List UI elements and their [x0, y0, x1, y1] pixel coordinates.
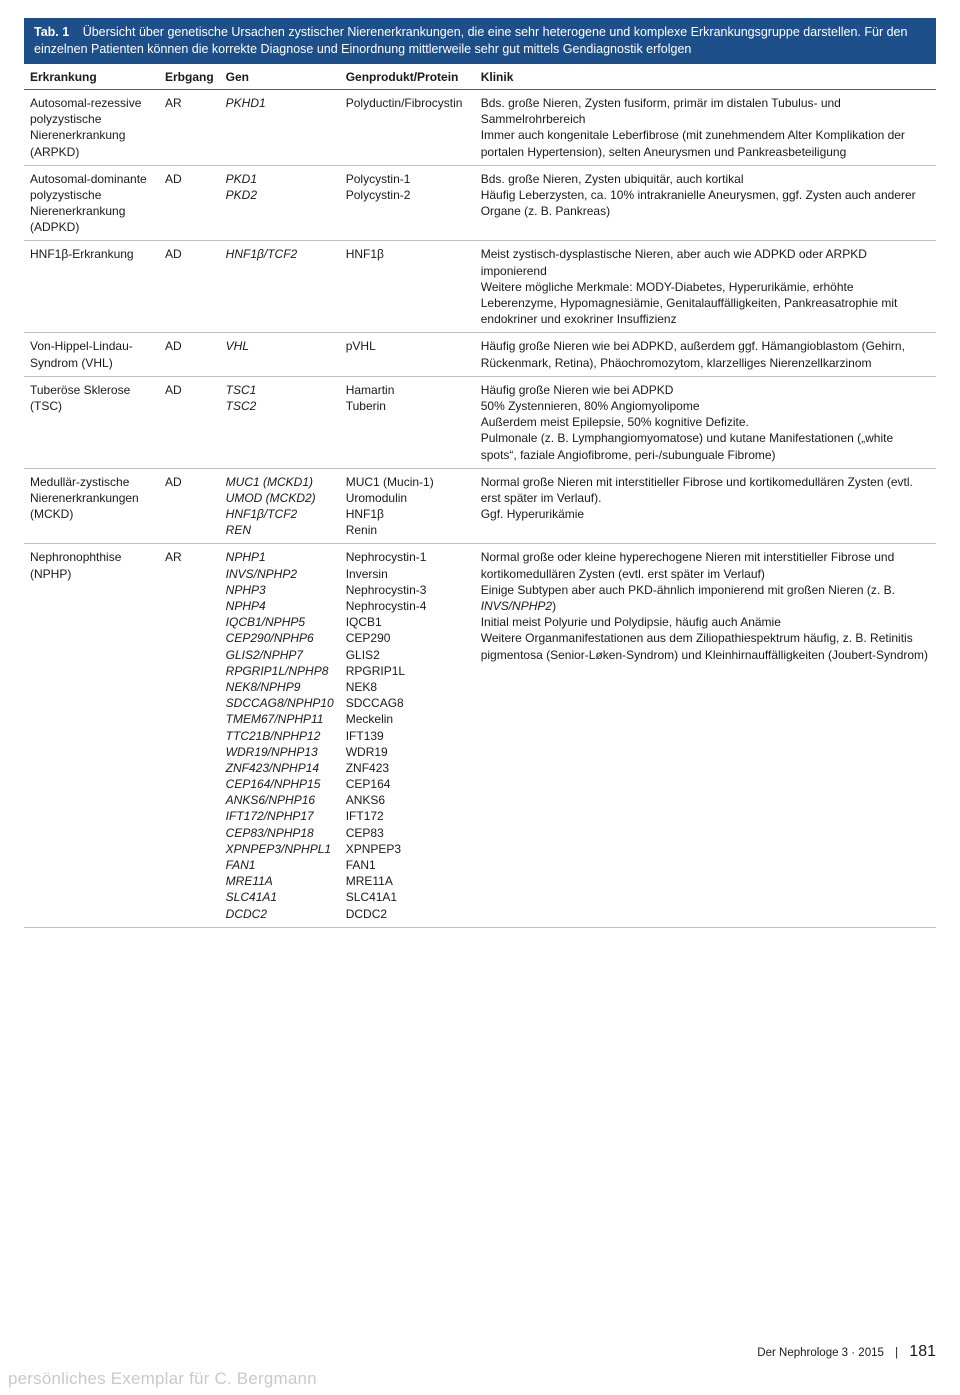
- cell-disease: Von-Hippel-Lindau-Syndrom (VHL): [24, 333, 159, 376]
- cell-gen: PKD1 PKD2: [220, 165, 340, 241]
- cell-protein: Polycystin-1 Polycystin-2: [340, 165, 475, 241]
- cell-inherit: AD: [159, 376, 220, 468]
- table-row: Nephronophthise (NPHP) AR NPHP1 INVS/NPH…: [24, 544, 936, 927]
- cell-protein: HNF1β: [340, 241, 475, 333]
- col-header-gen: Gen: [220, 64, 340, 90]
- cell-clinic: Bds. große Nieren, Zysten ubiquitär, auc…: [475, 165, 936, 241]
- cell-protein: Hamartin Tuberin: [340, 376, 475, 468]
- cell-disease: Nephronophthise (NPHP): [24, 544, 159, 927]
- cell-inherit: AD: [159, 241, 220, 333]
- cell-gen: TSC1 TSC2: [220, 376, 340, 468]
- page-number: 181: [909, 1343, 936, 1360]
- table-header-row: Erkrankung Erbgang Gen Genprodukt/Protei…: [24, 64, 936, 90]
- cell-gen: MUC1 (MCKD1) UMOD (MCKD2) HNF1β/TCF2 REN: [220, 468, 340, 544]
- journal-name: Der Nephrologe 3 · 2015: [757, 1347, 884, 1359]
- page-footer: Der Nephrologe 3 · 2015 | 181: [757, 1343, 936, 1361]
- table-head: Erkrankung Erbgang Gen Genprodukt/Protei…: [24, 64, 936, 90]
- table-row: Autosomal-rezessive polyzystische Nieren…: [24, 89, 936, 165]
- cell-disease: Tuberöse Sklerose (TSC): [24, 376, 159, 468]
- cell-clinic: Häufig große Nieren wie bei ADPKD, außer…: [475, 333, 936, 376]
- cell-clinic: Meist zystisch-dysplastische Nieren, abe…: [475, 241, 936, 333]
- cell-inherit: AR: [159, 544, 220, 927]
- cell-gen: VHL: [220, 333, 340, 376]
- table-caption-text: Übersicht über genetische Ursachen zysti…: [34, 25, 907, 56]
- cell-protein: pVHL: [340, 333, 475, 376]
- watermark-text: persönliches Exemplar für C. Bergmann: [8, 1369, 317, 1389]
- cell-clinic: Normal große oder kleine hyperechogene N…: [475, 544, 936, 927]
- cell-clinic: Normal große Nieren mit interstitieller …: [475, 468, 936, 544]
- page-container: Tab. 1 Übersicht über genetische Ursache…: [0, 0, 960, 928]
- cell-inherit: AD: [159, 165, 220, 241]
- col-header-disease: Erkrankung: [24, 64, 159, 90]
- table-label: Tab. 1: [34, 25, 69, 39]
- cell-disease: Autosomal-dominante polyzystische Nieren…: [24, 165, 159, 241]
- cell-protein: Polyductin/Fibrocystin: [340, 89, 475, 165]
- cell-inherit: AD: [159, 468, 220, 544]
- cell-disease: Autosomal-rezessive polyzystische Nieren…: [24, 89, 159, 165]
- table-row: Autosomal-dominante polyzystische Nieren…: [24, 165, 936, 241]
- cell-disease: Medullär-zystische Nierenerkrankungen (M…: [24, 468, 159, 544]
- cell-gen: PKHD1: [220, 89, 340, 165]
- cell-protein: MUC1 (Mucin-1) Uromodulin HNF1β Renin: [340, 468, 475, 544]
- cell-inherit: AD: [159, 333, 220, 376]
- table-row: Tuberöse Sklerose (TSC) AD TSC1 TSC2 Ham…: [24, 376, 936, 468]
- cell-gen: HNF1β/TCF2: [220, 241, 340, 333]
- table-row: Medullär-zystische Nierenerkrankungen (M…: [24, 468, 936, 544]
- cell-clinic: Bds. große Nieren, Zysten fusiform, prim…: [475, 89, 936, 165]
- table-caption-bar: Tab. 1 Übersicht über genetische Ursache…: [24, 18, 936, 64]
- footer-separator: |: [887, 1347, 906, 1359]
- col-header-clinic: Klinik: [475, 64, 936, 90]
- cell-clinic: Häufig große Nieren wie bei ADPKD 50% Zy…: [475, 376, 936, 468]
- table-body: Autosomal-rezessive polyzystische Nieren…: [24, 89, 936, 927]
- col-header-inherit: Erbgang: [159, 64, 220, 90]
- cell-disease: HNF1β-Erkrankung: [24, 241, 159, 333]
- cell-protein: Nephrocystin-1 Inversin Nephrocystin-3 N…: [340, 544, 475, 927]
- table-row: Von-Hippel-Lindau-Syndrom (VHL) AD VHL p…: [24, 333, 936, 376]
- cell-gen: NPHP1 INVS/NPHP2 NPHP3 NPHP4 IQCB1/NPHP5…: [220, 544, 340, 927]
- table-row: HNF1β-Erkrankung AD HNF1β/TCF2 HNF1β Mei…: [24, 241, 936, 333]
- cell-inherit: AR: [159, 89, 220, 165]
- genetic-table: Erkrankung Erbgang Gen Genprodukt/Protei…: [24, 64, 936, 928]
- col-header-protein: Genprodukt/Protein: [340, 64, 475, 90]
